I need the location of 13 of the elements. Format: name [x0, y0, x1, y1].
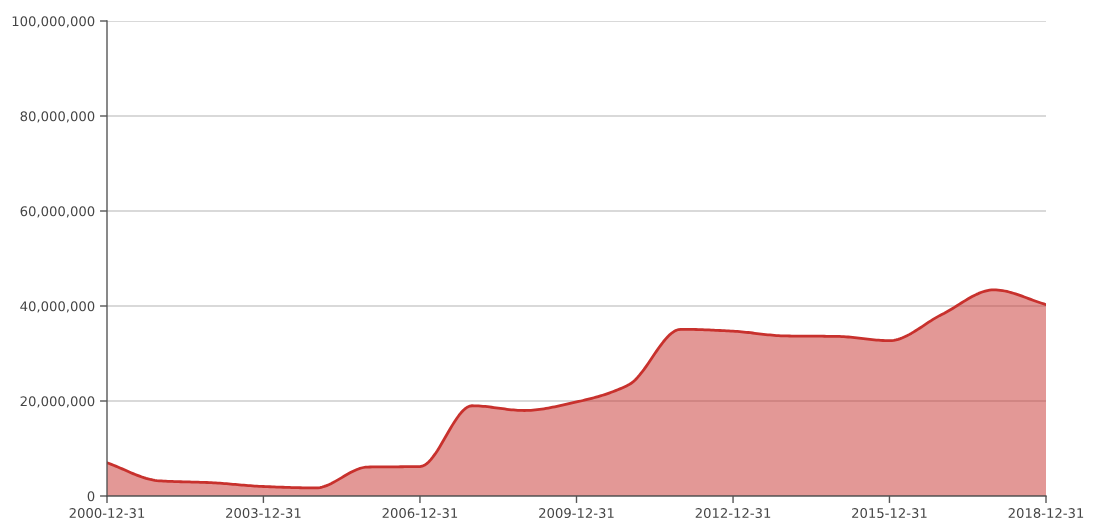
x-tick-label: 2015-12-31: [852, 508, 927, 519]
x-tick-label: 2006-12-31: [382, 508, 458, 519]
x-tick-label: 2018-12-31: [1008, 508, 1084, 519]
y-tick-label: 0: [87, 491, 95, 502]
y-tick-label: 80,000,000: [20, 111, 95, 123]
x-tick-label: 2000-12-31: [69, 508, 145, 519]
y-tick-label: 60,000,000: [20, 206, 95, 218]
y-tick-label: 100,000,000: [12, 16, 95, 28]
y-tick-label: 20,000,000: [20, 396, 95, 408]
x-tick-label: 2009-12-31: [539, 508, 614, 519]
x-tick-label: 2003-12-31: [226, 508, 301, 519]
x-tick-label: 2012-12-31: [695, 508, 771, 519]
y-tick-label: 40,000,000: [20, 301, 95, 313]
